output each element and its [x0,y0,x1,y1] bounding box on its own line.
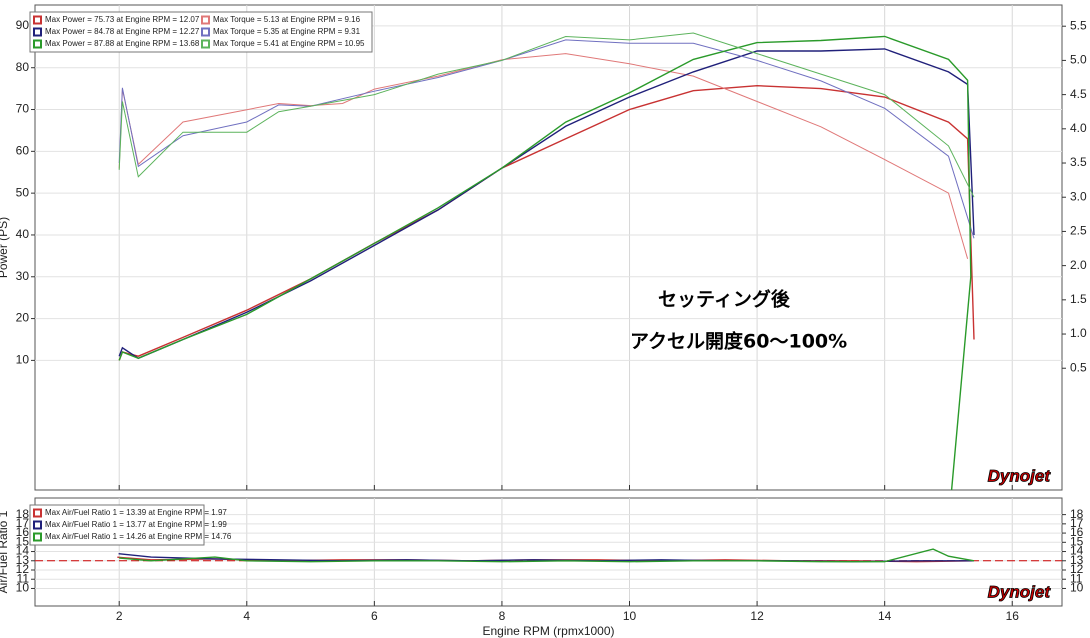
legend-label: Max Air/Fuel Ratio 1 = 13.39 at Engine R… [45,508,227,517]
y2-tick-label: 4.0 [1070,121,1087,135]
y2-tick-label: 11 [1070,571,1083,585]
legend-swatch [201,39,210,49]
y-tick-label: 13 [16,553,30,567]
legend-label: Max Power = 87.88 at Engine RPM = 13.68 [45,39,200,48]
x-tick-label: 10 [623,609,637,623]
y2-tick-label: 2.5 [1070,224,1087,238]
y-tick-label: 50 [16,185,30,199]
data-line [118,32,975,198]
legend-swatch [33,520,42,530]
y-tick-label: 12 [16,562,30,576]
data-line [118,35,972,491]
logo: Dynojet [988,466,1052,485]
y2-tick-label: 3.5 [1070,155,1087,169]
legend-box [29,504,205,546]
legend-label: Max Air/Fuel Ratio 1 = 13.77 at Engine R… [45,520,227,529]
y-tick-label: 16 [16,525,30,539]
y-tick-label: 60 [16,144,30,158]
y-tick-label: 20 [16,311,30,325]
data-line [118,39,975,239]
y-axis-title: Power (PS) [0,217,10,278]
legend-label: Max Power = 75.73 at Engine RPM = 12.07 [45,15,200,24]
data-line [119,548,975,563]
x-tick-label: 12 [750,609,764,623]
legend-swatch [33,39,42,49]
y2-tick-label: 0.5 [1070,360,1087,374]
y2-tick-label: 17 [1070,516,1084,530]
y2-tick-label: 4.5 [1070,87,1087,101]
y2-tick-label: 13 [1070,553,1084,567]
legend-swatch [201,27,210,37]
plot-area [34,4,1063,491]
y2-tick-label: 15 [1070,534,1084,548]
y-tick-label: 15 [16,534,30,548]
x-tick-label: 16 [1006,609,1020,623]
y-tick-label: 90 [16,18,30,32]
y-tick-label: 11 [17,571,30,585]
legend-swatch [201,15,210,25]
y2-tick-label: 14 [1070,544,1084,558]
data-line [118,53,969,259]
annotation: セッティング後 [658,288,791,311]
y-axis-title: Air/Fuel Ratio 1 [0,510,10,593]
y-tick-label: 17 [16,516,30,530]
y-tick-label: 10 [16,581,30,595]
y-tick-label: 18 [16,507,30,521]
y2-tick-label: 5.0 [1070,53,1087,67]
x-tick-label: 2 [116,609,123,623]
y-tick-label: 10 [16,353,30,367]
x-tick-label: 8 [499,609,506,623]
legend-swatch [33,508,42,518]
data-line [118,84,975,361]
logo: Dynojet [988,582,1052,601]
legend-label: Max Torque = 5.35 at Engine RPM = 9.31 [213,27,361,36]
annotation: アクセル開度60～100% [630,330,847,353]
x-tick-label: 6 [371,609,378,623]
y2-tick-label: 1.0 [1070,326,1087,340]
y-tick-label: 70 [16,102,30,116]
y-tick-label: 14 [16,544,30,558]
x-axis-title: Engine RPM (rpmx1000) [482,624,614,638]
legend-label: Max Torque = 5.13 at Engine RPM = 9.16 [213,15,361,24]
y2-tick-label: 18 [1070,507,1084,521]
y2-tick-label: 16 [1070,525,1084,539]
legend-swatch [33,27,42,37]
legend-label: Max Torque = 5.41 at Engine RPM = 10.95 [213,39,365,48]
legend-swatch [33,15,42,25]
legend-label: Max Air/Fuel Ratio 1 = 14.26 at Engine R… [45,532,232,541]
y2-tick-label: 2.0 [1070,258,1087,272]
y2-tick-label: 12 [1070,562,1084,576]
y-tick-label: 80 [16,60,30,74]
x-tick-label: 14 [878,609,892,623]
y-tick-label: 30 [16,269,30,283]
y-tick-label: 40 [16,227,30,241]
legend-label: Max Power = 84.78 at Engine RPM = 12.27 [45,27,200,36]
y2-tick-label: 1.5 [1070,292,1087,306]
y2-tick-label: 3.0 [1070,189,1087,203]
x-tick-label: 4 [243,609,250,623]
legend-swatch [33,532,42,542]
y2-tick-label: 5.5 [1070,18,1087,32]
y2-tick-label: 10 [1070,581,1084,595]
